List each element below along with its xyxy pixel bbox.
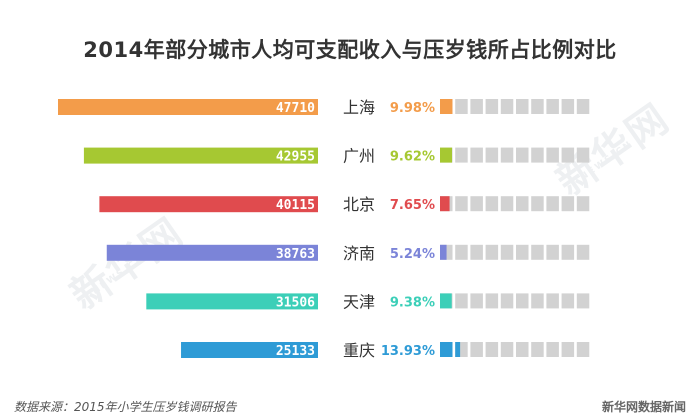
percent-label: 13.93% <box>381 344 435 359</box>
income-bar <box>99 196 318 213</box>
income-bar <box>106 244 318 261</box>
city-label: 重庆 <box>343 341 375 360</box>
segment-box <box>470 99 483 114</box>
segment-box <box>516 244 529 260</box>
income-bar <box>58 99 318 115</box>
segment-box <box>576 244 590 260</box>
segment-box <box>546 196 559 212</box>
city-label: 济南 <box>343 244 375 263</box>
percent-label: 9.62% <box>390 150 435 165</box>
segment-box <box>531 342 544 357</box>
segment-box <box>470 147 483 163</box>
segment-box <box>516 196 529 212</box>
segment-box <box>485 342 499 357</box>
segment-box <box>516 99 529 114</box>
segment-fill <box>440 342 453 357</box>
segment-box <box>546 293 559 309</box>
segment-box <box>455 99 468 114</box>
segment-box <box>546 147 559 163</box>
segment-box <box>531 293 544 309</box>
segment-fill <box>440 244 447 260</box>
income-value-label: 31506 <box>276 295 315 310</box>
segment-box <box>500 99 514 114</box>
data-source: 数据来源：2015年小学生压岁钱调研报告 <box>14 400 237 414</box>
segment-box <box>546 99 559 114</box>
segment-box <box>500 196 514 212</box>
income-bar <box>146 293 318 310</box>
city-label: 广州 <box>343 147 375 166</box>
segment-box <box>485 147 499 163</box>
income-value-label: 25133 <box>276 344 315 359</box>
segment-fill <box>440 99 453 114</box>
segment-box <box>470 196 483 212</box>
income-value-label: 42955 <box>276 150 315 165</box>
segment-box <box>455 244 468 260</box>
income-bar <box>83 147 318 164</box>
segment-box <box>455 196 468 212</box>
income-value-label: 38763 <box>276 247 315 262</box>
segment-box <box>576 342 590 357</box>
segment-box <box>500 293 514 309</box>
percent-label: 5.24% <box>390 247 435 262</box>
segment-fill <box>440 196 450 212</box>
segment-box <box>516 342 529 357</box>
segment-fill <box>455 342 461 357</box>
segment-box <box>576 293 590 309</box>
income-value-label: 40115 <box>276 198 315 213</box>
segment-box <box>455 147 468 163</box>
segment-box <box>561 147 575 163</box>
percent-label: 9.98% <box>390 101 435 116</box>
segment-fill <box>440 293 452 309</box>
segment-box <box>576 196 590 212</box>
city-label: 上海 <box>343 98 375 117</box>
segment-box <box>485 99 499 114</box>
segment-box <box>470 244 483 260</box>
percent-label: 9.38% <box>390 295 435 310</box>
chart-title: 2014年部分城市人均可支配收入与压岁钱所占比例对比 <box>83 38 617 62</box>
segment-box <box>500 244 514 260</box>
segment-box <box>470 293 483 309</box>
segment-box <box>546 342 559 357</box>
segment-box <box>561 196 575 212</box>
segment-box <box>561 99 575 114</box>
segment-box <box>516 293 529 309</box>
segment-box <box>561 342 575 357</box>
segment-box <box>531 244 544 260</box>
segment-box <box>485 244 499 260</box>
income-bar <box>181 342 318 358</box>
city-label: 北京 <box>343 195 375 214</box>
income-value-label: 47710 <box>276 101 315 116</box>
city-label: 天津 <box>343 292 375 311</box>
segment-box <box>576 99 590 114</box>
percent-label: 7.65% <box>390 198 435 213</box>
segment-box <box>485 196 499 212</box>
brand-footer: 新华网数据新闻 <box>601 400 686 414</box>
segment-box <box>531 147 544 163</box>
segment-box <box>561 244 575 260</box>
segment-box <box>470 342 483 357</box>
segment-box <box>500 147 514 163</box>
segment-box <box>485 293 499 309</box>
segment-box <box>516 147 529 163</box>
segment-box <box>455 293 468 309</box>
segment-box <box>576 147 590 163</box>
segment-fill <box>440 147 453 163</box>
segment-box <box>531 196 544 212</box>
segment-box <box>546 244 559 260</box>
segment-box <box>500 342 514 357</box>
segment-box <box>531 99 544 114</box>
segment-box <box>561 293 575 309</box>
